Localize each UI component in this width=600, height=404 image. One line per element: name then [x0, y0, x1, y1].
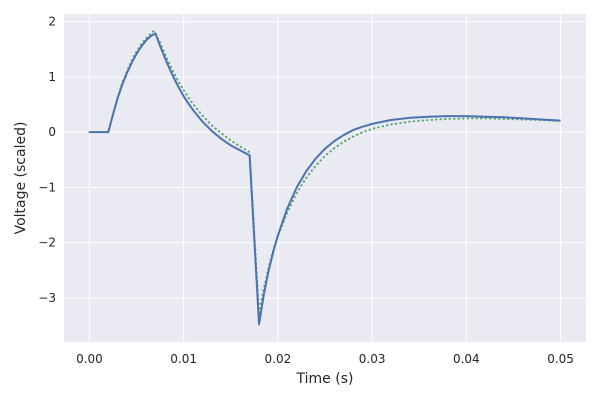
plot-background [64, 14, 586, 342]
x-axis-label: Time (s) [296, 371, 354, 387]
dotted-series-line [88, 30, 562, 314]
x-tick-label: 0.01 [170, 352, 197, 366]
x-tick-label: 0.00 [76, 352, 103, 366]
series-lines [88, 30, 562, 326]
x-tick-label: 0.02 [265, 352, 292, 366]
y-tick-label: 0 [48, 125, 56, 139]
y-tick-label: 2 [48, 15, 56, 29]
y-tick-label: −1 [38, 180, 56, 194]
x-tick-label: 0.03 [359, 352, 386, 366]
y-tick-label: 1 [48, 70, 56, 84]
y-tick-label: −3 [38, 291, 56, 305]
y-tick-label: −2 [38, 236, 56, 250]
y-tick-labels: −3 −2 −1 0 1 2 [38, 15, 56, 305]
solid-series-line [89, 32, 561, 326]
x-tick-labels: 0.00 0.01 0.02 0.03 0.04 0.05 [76, 352, 574, 366]
x-tick-label: 0.05 [547, 352, 574, 366]
grid-lines [64, 14, 586, 342]
x-tick-label: 0.04 [453, 352, 480, 366]
y-axis-label: Voltage (scaled) [13, 122, 29, 235]
